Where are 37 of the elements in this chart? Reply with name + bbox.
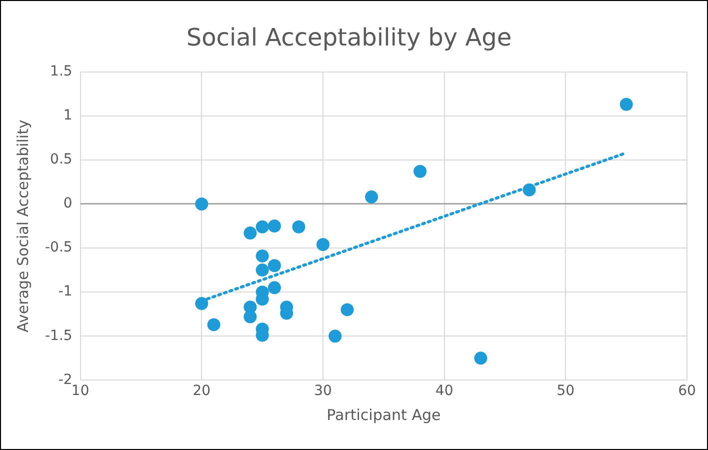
y-tick-label: 0.5 xyxy=(50,152,72,168)
point xyxy=(316,238,330,252)
x-tick-label: 20 xyxy=(192,383,211,400)
point xyxy=(207,318,220,332)
y-tick-label: -1.5 xyxy=(44,328,72,344)
point xyxy=(256,220,269,234)
point xyxy=(522,183,536,196)
y-tick-label: -1 xyxy=(58,284,72,300)
x-tick-label: 30 xyxy=(314,383,332,400)
point xyxy=(256,264,269,277)
point xyxy=(340,303,354,316)
y-tick-label: 1 xyxy=(63,108,72,124)
y-tick-label: 0 xyxy=(63,196,72,212)
y-tick-label: 1.5 xyxy=(50,63,72,80)
point xyxy=(365,190,378,204)
point xyxy=(195,197,208,210)
x-tick-label: 60 xyxy=(678,383,696,400)
point xyxy=(268,259,281,272)
x-tick-label: 50 xyxy=(556,383,575,400)
y-axis-title: Average Social Acceptability xyxy=(14,120,32,332)
point xyxy=(268,281,281,294)
point xyxy=(268,220,281,232)
point xyxy=(244,310,257,324)
point xyxy=(474,352,488,365)
point xyxy=(244,226,257,240)
point xyxy=(256,249,269,262)
point xyxy=(328,330,342,343)
point xyxy=(620,98,633,111)
x-axis-title: Participant Age xyxy=(326,406,441,424)
point xyxy=(195,297,208,310)
x-tick-label: 40 xyxy=(435,383,454,400)
x-tick-label: 10 xyxy=(71,383,90,400)
point xyxy=(414,164,427,178)
y-tick-label: -2 xyxy=(58,372,72,388)
y-tick-label: -0.5 xyxy=(44,240,72,256)
point xyxy=(292,220,306,234)
chart-title: Social Acceptability by Age xyxy=(186,24,512,52)
